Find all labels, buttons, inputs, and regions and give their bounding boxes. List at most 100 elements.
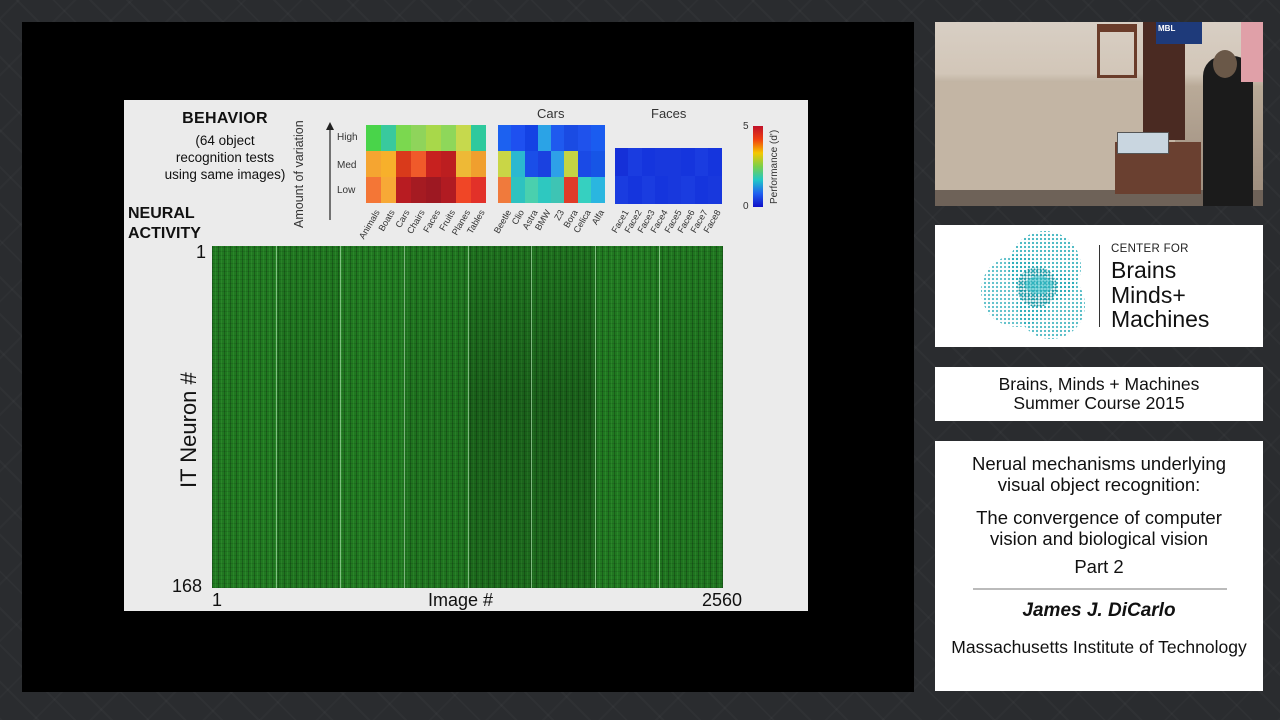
heatmap-cell	[411, 125, 426, 151]
talk-subtitle-line: The convergence of computer	[976, 507, 1222, 528]
talk-subtitle-line: vision and biological vision	[989, 528, 1209, 549]
group-label-faces: Faces	[651, 106, 687, 121]
heatmap-cell	[577, 125, 592, 151]
image-tick-last: 2560	[702, 590, 743, 610]
heatmap-cell	[411, 177, 426, 203]
heatmap-basic-categories	[366, 125, 486, 203]
camera-curtain	[1241, 22, 1263, 82]
speaker-camera-feed[interactable]: MBL	[935, 22, 1263, 206]
heatmap-cell	[471, 177, 486, 203]
heatmap-cell	[366, 177, 381, 203]
matrix-block-shade	[659, 246, 723, 588]
talk-title: Nerual mechanisms underlying visual obje…	[935, 453, 1263, 495]
speaker-institution: Massachusetts Institute of Technology	[951, 637, 1247, 657]
heatmap-cell	[628, 175, 643, 204]
matrix-block-shade	[467, 246, 532, 588]
image-axis-label: Image #	[428, 590, 494, 610]
camera-wall-shadow	[935, 190, 1263, 206]
matrix-block-divider	[339, 246, 341, 588]
heatmap-cell	[564, 151, 579, 177]
talk-divider	[973, 588, 1227, 590]
variation-level-high: High	[337, 132, 358, 143]
heatmap-cell	[524, 151, 539, 177]
cbmm-logo-icon	[981, 231, 1085, 339]
heatmap-cell	[537, 177, 552, 203]
heatmap-cell	[396, 125, 411, 151]
heatmap-faces	[615, 148, 722, 204]
course-year: Summer Course 2015	[1013, 393, 1185, 413]
matrix-block-divider	[595, 246, 597, 588]
heatmap-cell	[396, 151, 411, 177]
video-player[interactable]: BEHAVIOR (64 object recognition tests us…	[22, 22, 914, 692]
camera-speaker-head	[1213, 50, 1237, 78]
heatmap-cell	[694, 175, 709, 204]
heatmap-cell	[498, 177, 512, 203]
heatmap-cell	[628, 148, 643, 176]
matrix-block-shade	[339, 246, 404, 588]
cbmm-brains: Brains	[1111, 257, 1177, 283]
talk-title-line: visual object recognition:	[997, 474, 1201, 495]
heatmap-cell	[456, 177, 471, 203]
heatmap-cell	[590, 125, 605, 151]
matrix-block-divider	[659, 246, 661, 588]
heatmap-cell	[498, 125, 512, 151]
heatmap-cell	[654, 148, 669, 176]
heatmap-cell	[396, 177, 411, 203]
heatmap-cell	[426, 151, 441, 177]
category-label: Alfa	[589, 208, 607, 227]
matrix-block-shade	[403, 246, 468, 588]
heatmap-cell	[524, 125, 539, 151]
heatmap-cell	[681, 175, 696, 204]
variation-arrow-icon	[326, 122, 334, 220]
matrix-block-shade	[531, 246, 596, 588]
neural-activity-matrix	[212, 246, 723, 588]
group-label-cars: Cars	[537, 106, 565, 121]
talk-subtitle: The convergence of computer vision and b…	[935, 507, 1263, 549]
course-name: Brains, Minds + Machines	[998, 374, 1200, 394]
behavior-subtitle-line: (64 object	[195, 133, 255, 148]
neural-activity-label: NEURAL ACTIVITY	[128, 204, 201, 244]
heatmap-cell	[615, 148, 629, 176]
matrix-block-shade	[275, 246, 340, 588]
heatmap-cell	[577, 151, 592, 177]
camera-podium-sign: MBL	[1156, 22, 1202, 44]
speaker-name: James J. DiCarlo	[1022, 600, 1176, 621]
heatmap-cell	[441, 177, 456, 203]
variation-level-low: Low	[337, 185, 356, 196]
neuron-tick-last: 168	[172, 576, 203, 596]
heatmap-cell	[471, 151, 486, 177]
heatmap-cell	[615, 175, 629, 204]
heatmap-cell	[551, 151, 565, 177]
heatmap-cell	[551, 177, 565, 203]
performance-colorbar	[753, 126, 763, 207]
heatmap-cell	[707, 175, 722, 204]
cbmm-center-for: CENTER FOR	[1111, 243, 1189, 255]
heatmap-cell	[641, 175, 656, 204]
colorbar-min: 0	[743, 201, 749, 212]
cbmm-divider	[1099, 245, 1100, 327]
course-panel: Brains, Minds + Machines Summer Course 2…	[935, 367, 1263, 421]
heatmap-cell	[537, 151, 552, 177]
heatmap-cell	[381, 125, 396, 151]
heatmap-cell	[590, 177, 605, 203]
talk-part: Part 2	[1074, 556, 1124, 577]
variation-axis-label: Amount of variation	[292, 120, 306, 228]
heatmap-cell	[411, 151, 426, 177]
matrix-block-divider	[275, 246, 277, 588]
heatmap-cell	[498, 151, 512, 177]
heatmap-cell	[654, 175, 669, 204]
behavior-subtitle-line: using same images)	[164, 167, 286, 182]
heatmap-cell	[456, 125, 471, 151]
talk-title-line: Nerual mechanisms underlying	[972, 453, 1226, 474]
lecture-slide: BEHAVIOR (64 object recognition tests us…	[124, 100, 808, 611]
heatmap-cell	[537, 125, 552, 151]
neuron-axis-label: IT Neuron #	[176, 372, 201, 488]
heatmap-cell	[668, 175, 682, 204]
behavior-title: BEHAVIOR	[182, 110, 268, 127]
heatmap-cell	[511, 151, 526, 177]
talk-info-panel: Nerual mechanisms underlying visual obje…	[935, 441, 1263, 691]
heatmap-cell	[577, 177, 592, 203]
heatmap-cell	[366, 151, 381, 177]
heatmap-cell	[681, 148, 696, 176]
matrix-block-divider	[467, 246, 469, 588]
